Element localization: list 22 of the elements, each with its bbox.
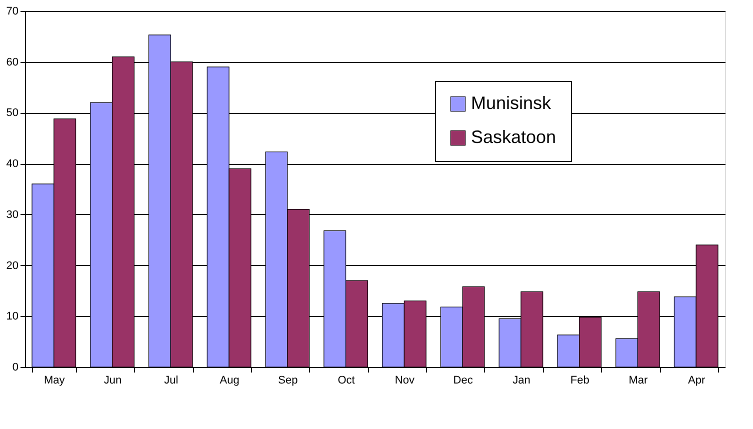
x-tick-label: Jul [164,374,178,386]
y-tick-label: 70 [6,6,18,18]
y-tick-label: 40 [6,158,18,170]
x-tick-label: Mar [628,374,648,386]
legend-label: Saskatoon [471,127,556,147]
legend-label: Munisinsk [471,93,552,113]
x-tick-label: Jun [104,374,122,386]
x-tick-label: Sep [278,374,298,386]
x-tick-label: May [44,374,66,386]
x-tick-label: Aug [220,374,240,386]
x-tick-label: Jan [512,374,530,386]
y-tick-label: 30 [6,208,18,221]
y-tick-label: 0 [12,362,18,374]
x-tick-label: Feb [570,374,590,386]
y-tick-label: 50 [6,107,18,120]
x-tick-label: Oct [338,374,355,386]
x-tick-label: Dec [453,374,474,386]
y-tick-label: 60 [6,56,18,68]
y-tick-label: 10 [6,310,18,323]
y-tick-label: 20 [6,260,18,272]
x-tick-label: Nov [394,374,415,386]
x-tick-label: Apr [688,374,706,386]
